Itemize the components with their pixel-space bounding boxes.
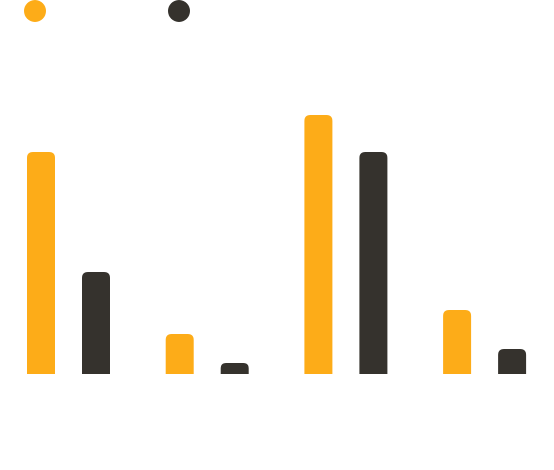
bar: [82, 272, 110, 374]
bar: [359, 152, 388, 374]
bar: [443, 310, 472, 374]
bar: [304, 115, 333, 374]
bar: [27, 152, 55, 374]
bar: [165, 334, 194, 374]
bar: [220, 363, 249, 374]
bar: [498, 349, 527, 374]
legend-marker: [24, 0, 46, 22]
legend-marker: [168, 0, 190, 22]
